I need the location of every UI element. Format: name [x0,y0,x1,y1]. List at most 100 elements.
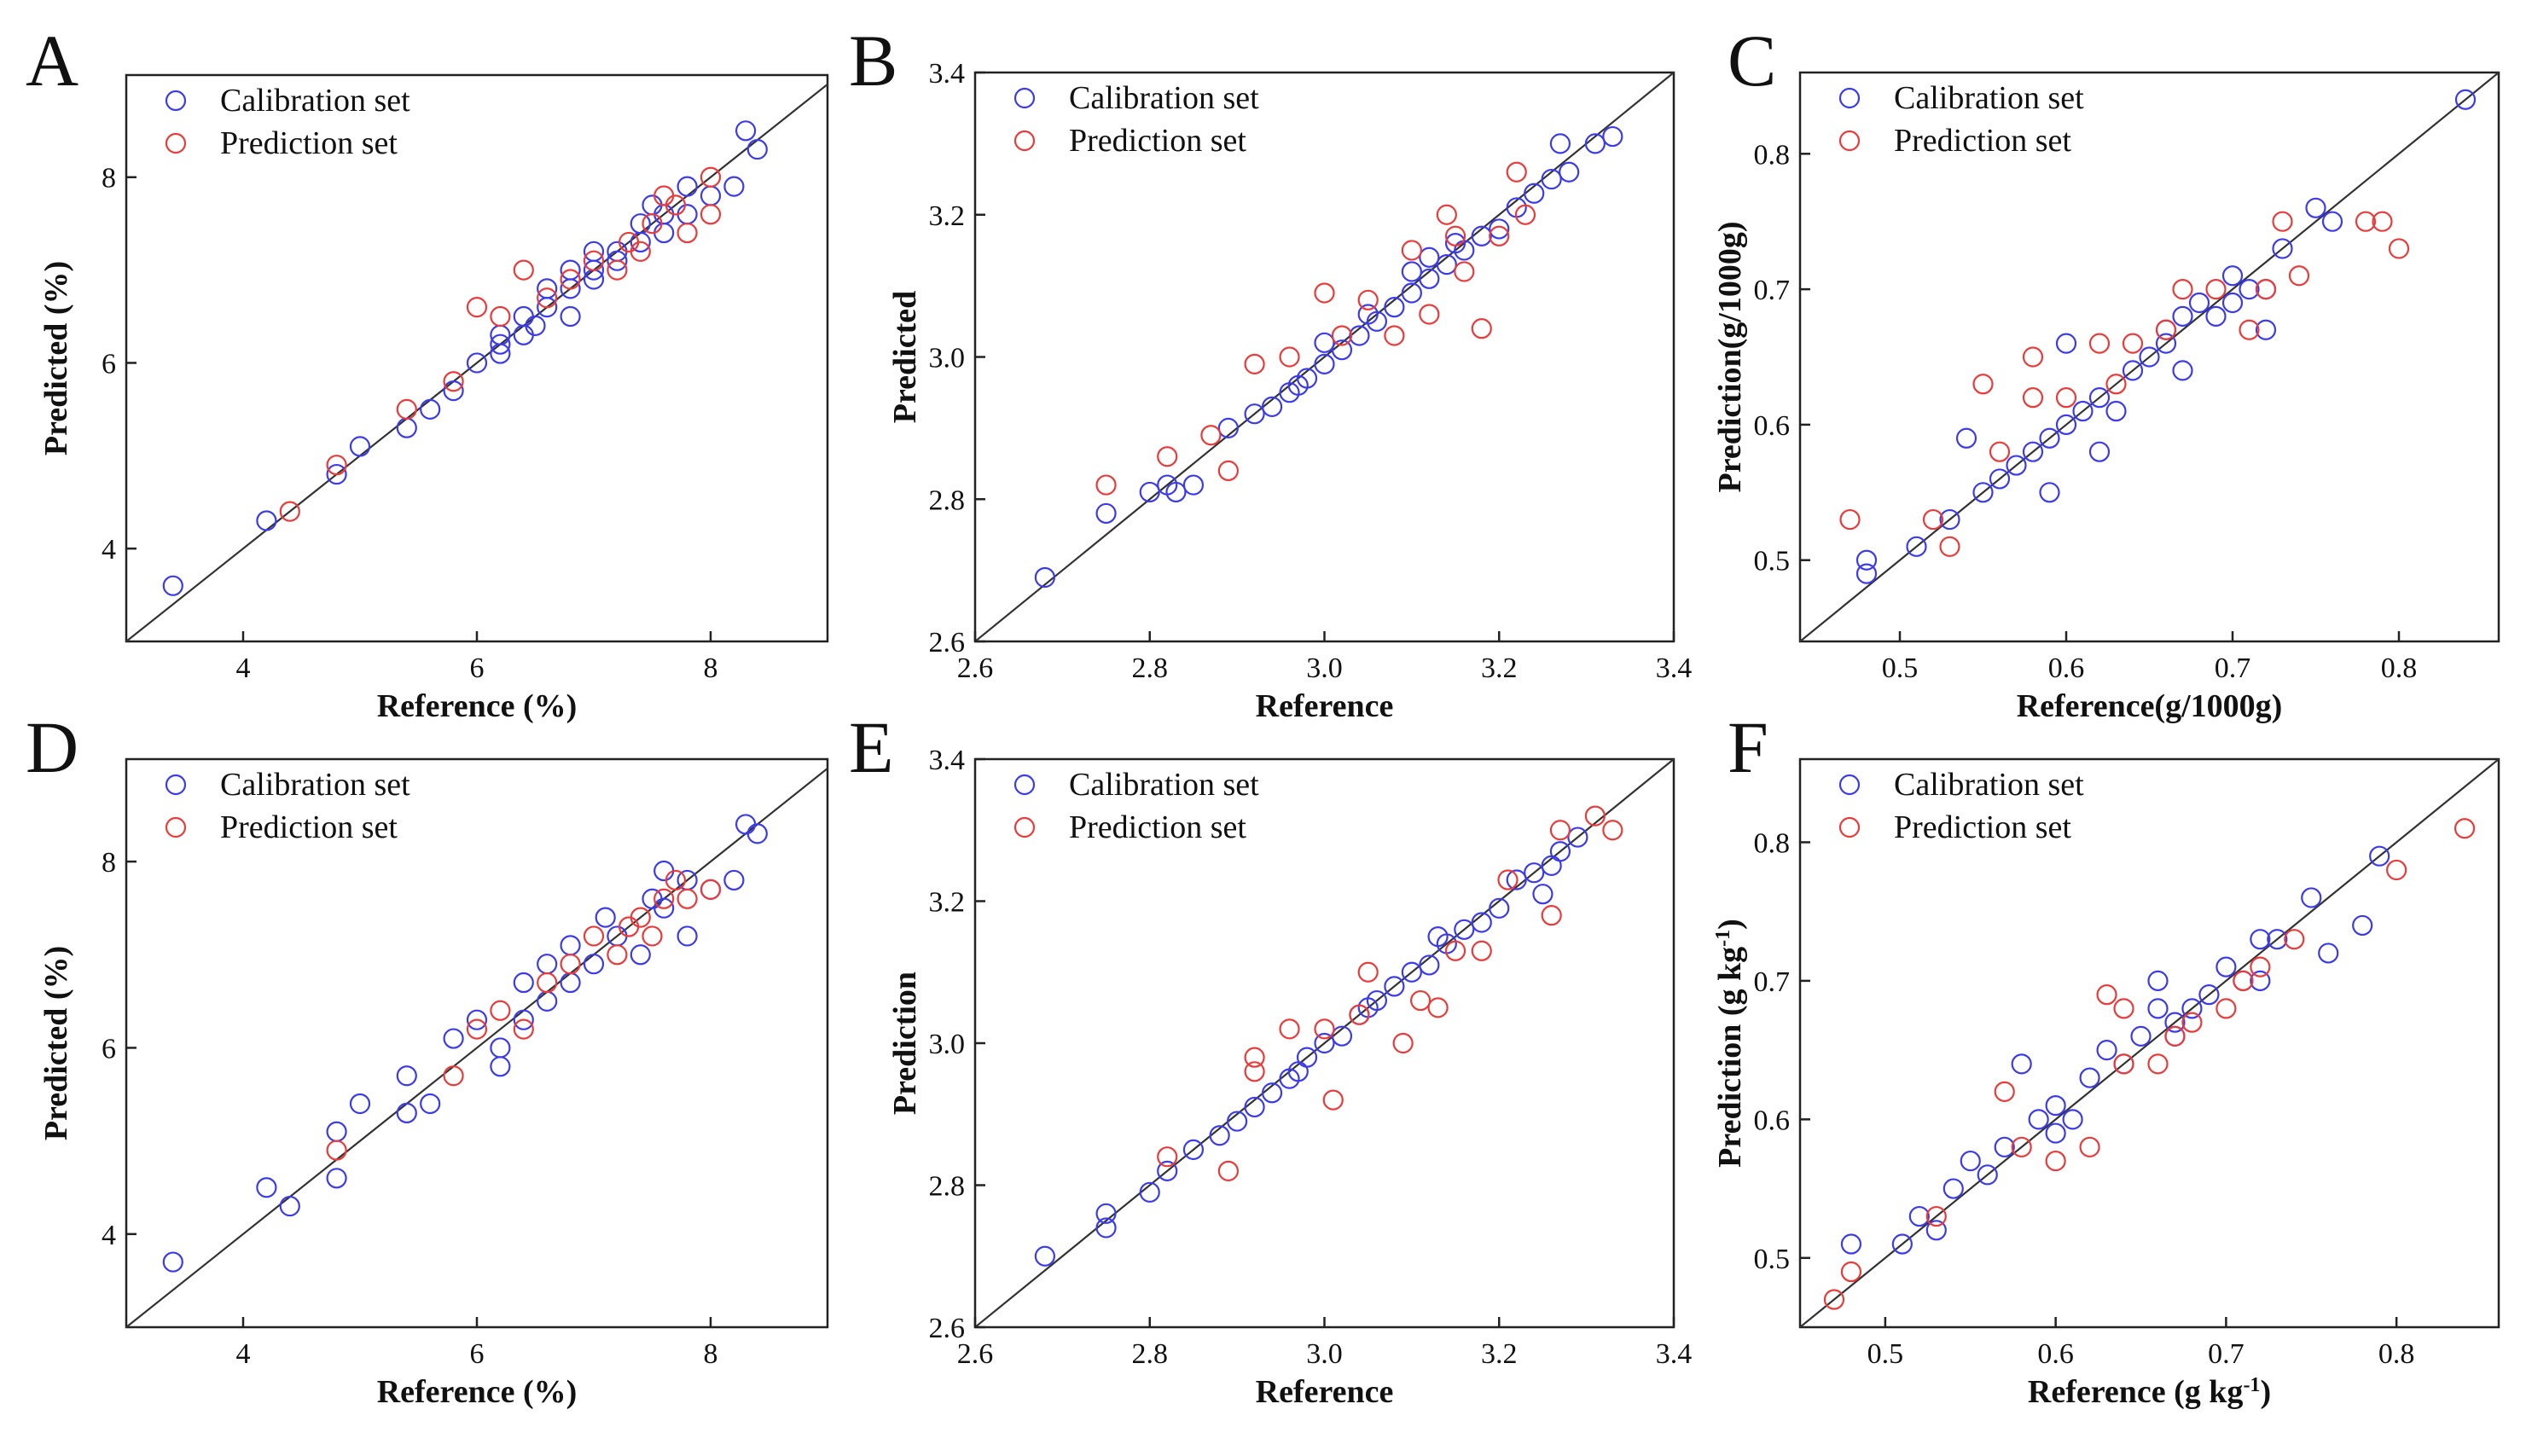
calibration-point [2250,929,2271,950]
x-axis-label: Reference (%) [377,688,578,724]
calibration-point [1602,125,1623,148]
calibration-point [2250,970,2271,992]
plot-frame [1798,757,2500,1329]
prediction-point [1489,225,1510,247]
legend-label: Prediction set [1069,809,1246,845]
prediction-point [1349,1004,1370,1025]
legend-label: Calibration set [1069,767,1259,803]
prediction-point [1972,374,1994,395]
calibration-point [2011,1053,2032,1075]
series-prediction [279,166,722,522]
calibration-point [537,278,558,299]
y-tick-label: 0.7 [1754,966,1791,998]
prediction-point [1506,161,1527,183]
series-calibration [1034,827,1588,1267]
calibration-point [560,935,581,956]
prediction-point [653,185,675,206]
legend-label: Prediction set [220,809,398,845]
x-tick-label: 2.8 [1132,1338,1169,1370]
calibration-point [162,1251,183,1273]
panel-b: B 2.6 2.8 3.0 3.2 3.4 2.6 2.8 3.0 3.2 3.4 Reference… [849,20,1692,724]
prediction-point [560,954,581,975]
prediction-point [1217,1160,1239,1181]
prediction-point [2055,387,2077,409]
prediction-point [1839,508,1861,531]
legend-label: Calibration set [1069,80,1259,116]
x-tick-label: 2.6 [957,1338,994,1370]
calibration-point [1532,884,1553,905]
calibration-point [1401,961,1422,983]
prediction-point [1840,1261,1862,1283]
prediction-point [443,1065,464,1087]
legend-label: Calibration set [1894,80,2084,116]
calibration-point [1943,1178,1964,1199]
calibration-point [1095,502,1117,525]
legend-item-prediction: Prediction set [1013,123,1246,159]
prediction-point [1244,353,1265,374]
calibration-point [1034,566,1056,589]
x-tick-label: 0.7 [2208,1338,2245,1370]
calibration-point [735,120,757,142]
x-tick-label: 3.2 [1481,1338,1518,1370]
prediction-point [2181,1012,2203,1033]
calibration-point [513,324,534,345]
calibration-point [1584,133,1606,154]
prediction-point [665,869,687,891]
calibration-point [1209,1125,1230,1146]
calibration-point [396,417,417,438]
prediction-point [1497,869,1519,890]
prediction-point [2388,238,2410,259]
y-axis-label: Predicted [887,291,923,423]
prediction-point [677,888,698,909]
calibration-point [2096,1040,2117,1061]
prediction-point [1939,536,1960,557]
legend-marker [1838,816,1861,838]
calibration-point [1524,183,1545,204]
calibration-point [1891,1233,1913,1255]
plot-frame [1798,71,2500,643]
panel-letter: A [26,20,78,102]
legend-marker [1838,130,1861,152]
prediction-point [653,888,675,909]
calibration-point [1139,481,1160,503]
calibration-point [490,1037,511,1059]
x-tick-label: 0.6 [2048,653,2085,684]
calibration-point [2272,238,2293,259]
calibration-point [2006,455,2027,476]
y-tick-label: 6 [102,1033,116,1064]
series-prediction [1095,161,1536,496]
prediction-point [1454,261,1475,282]
calibration-point [723,176,745,197]
calibration-point [349,436,371,457]
legend-label: Calibration set [220,767,410,803]
y-tick-label: 0.6 [1754,1105,1791,1136]
prediction-point [326,1140,347,1161]
calibration-point [1559,161,1580,183]
calibration-point [326,463,347,485]
legend-label: Prediction set [1069,123,1246,159]
prediction-point [1514,204,1536,225]
prediction-point [1384,325,1405,346]
prediction-point [1322,1089,1344,1111]
prediction-point [1244,1047,1265,1068]
calibration-point [1541,168,1562,190]
y-tick-label: 2.6 [929,627,966,658]
calibration-point [2055,414,2077,436]
calibration-point [2454,89,2477,110]
x-tick-label: 4 [236,653,251,684]
prediction-point [1331,325,1353,346]
calibration-point [1384,297,1405,318]
y-tick-label: 4 [102,1220,116,1251]
calibration-point [2172,360,2193,381]
prediction-point [1419,304,1440,325]
prediction-point [537,287,558,309]
prediction-point [665,194,687,216]
prediction-point [1314,282,1335,304]
prediction-point [2011,1136,2032,1157]
legend-marker [165,132,187,154]
prediction-point [2454,818,2476,839]
calibration-point [490,1056,511,1077]
panel-letter: E [849,706,894,788]
x-axis-label: Reference (%) [377,1374,578,1410]
prediction-point [326,455,347,476]
